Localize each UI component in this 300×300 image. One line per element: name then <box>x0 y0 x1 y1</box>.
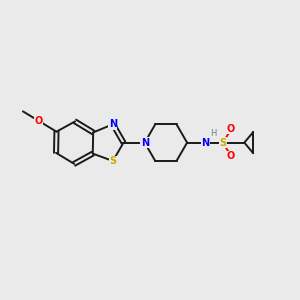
Text: S: S <box>109 156 116 166</box>
Text: N: N <box>201 138 209 148</box>
Text: O: O <box>227 152 235 161</box>
Text: N: N <box>141 138 149 148</box>
Text: O: O <box>227 124 235 134</box>
Text: O: O <box>34 116 43 126</box>
Text: N: N <box>109 119 117 129</box>
Text: S: S <box>220 138 227 148</box>
Text: H: H <box>210 129 217 138</box>
